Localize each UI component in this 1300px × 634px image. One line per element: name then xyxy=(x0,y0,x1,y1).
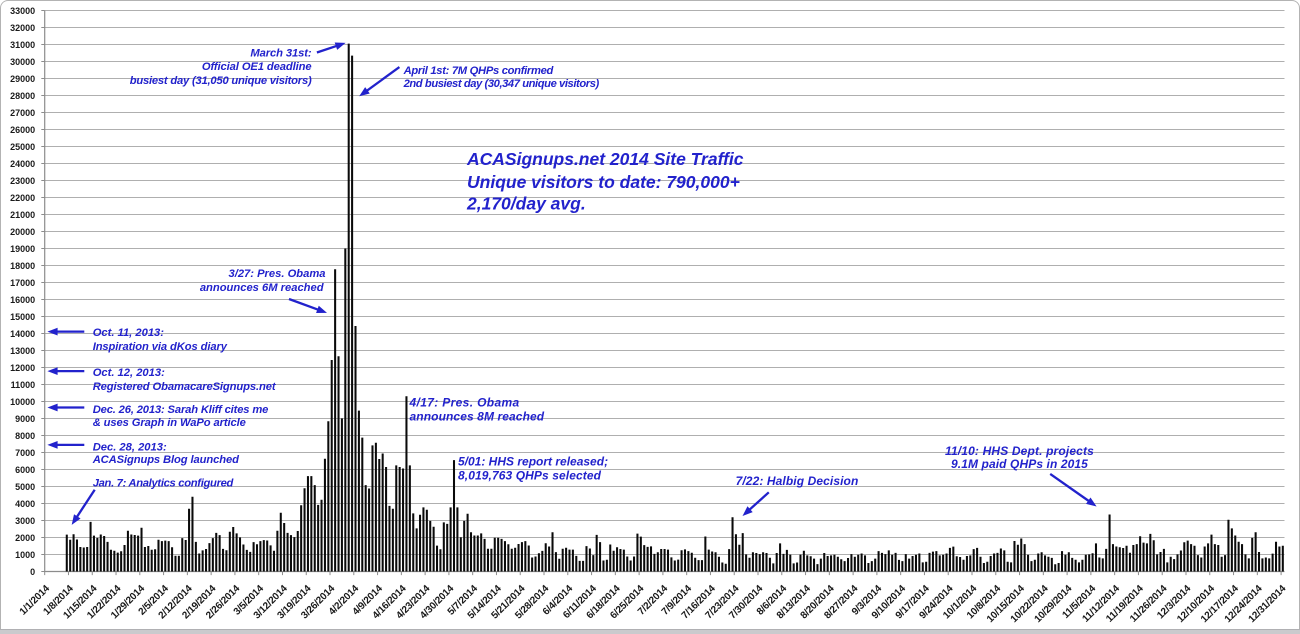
svg-text:announces 6M reached: announces 6M reached xyxy=(200,282,325,294)
svg-text:23000: 23000 xyxy=(10,176,35,186)
svg-text:26000: 26000 xyxy=(10,125,35,135)
svg-text:busiest day (31,050 unique vis: busiest day (31,050 unique visitors) xyxy=(130,75,312,87)
svg-text:Unique visitors to date: 790,0: Unique visitors to date: 790,000+ xyxy=(467,172,740,192)
svg-text:12000: 12000 xyxy=(10,363,35,373)
svg-text:29000: 29000 xyxy=(10,74,35,84)
svg-text:6000: 6000 xyxy=(15,465,35,475)
svg-text:4/17: Pres. Obama: 4/17: Pres. Obama xyxy=(409,396,520,410)
svg-text:Dec. 26, 2013: Sarah Kliff cit: Dec. 26, 2013: Sarah Kliff cites me xyxy=(93,404,269,416)
svg-text:March 31st:: March 31st: xyxy=(250,48,311,60)
svg-text:13000: 13000 xyxy=(10,346,35,356)
svg-text:& uses Graph in WaPo article: & uses Graph in WaPo article xyxy=(93,417,246,429)
svg-text:33000: 33000 xyxy=(10,6,35,16)
svg-text:2nd busiest day (30,347 unique: 2nd busiest day (30,347 unique visitors) xyxy=(403,78,600,90)
svg-text:19000: 19000 xyxy=(10,244,35,254)
svg-text:Inspiration via dKos diary: Inspiration via dKos diary xyxy=(93,341,228,353)
svg-text:0: 0 xyxy=(30,567,35,577)
svg-text:20000: 20000 xyxy=(10,227,35,237)
svg-text:14000: 14000 xyxy=(10,329,35,339)
svg-text:5/01: HHS report released;: 5/01: HHS report released; xyxy=(458,455,608,469)
svg-text:ACASignups.net 2014 Site Traff: ACASignups.net 2014 Site Traffic xyxy=(466,149,744,169)
svg-text:3/27: Pres. Obama: 3/27: Pres. Obama xyxy=(228,268,325,280)
svg-text:31000: 31000 xyxy=(10,40,35,50)
svg-text:10000: 10000 xyxy=(10,397,35,407)
svg-text:8000: 8000 xyxy=(15,431,35,441)
svg-text:4000: 4000 xyxy=(15,499,35,509)
svg-text:18000: 18000 xyxy=(10,261,35,271)
svg-text:32000: 32000 xyxy=(10,23,35,33)
svg-text:8,019,763 QHPs selected: 8,019,763 QHPs selected xyxy=(458,469,602,483)
svg-text:7000: 7000 xyxy=(15,448,35,458)
svg-text:9000: 9000 xyxy=(15,414,35,424)
svg-text:11000: 11000 xyxy=(11,380,36,390)
svg-text:Jan. 7: Analytics configured: Jan. 7: Analytics configured xyxy=(93,478,235,490)
svg-text:Registered ObamacareSignups.ne: Registered ObamacareSignups.net xyxy=(93,381,277,393)
svg-text:30000: 30000 xyxy=(10,57,35,67)
svg-text:22000: 22000 xyxy=(10,193,35,203)
svg-text:11/10: HHS Dept. projects: 11/10: HHS Dept. projects xyxy=(945,444,1094,458)
svg-text:Oct. 11, 2013:: Oct. 11, 2013: xyxy=(93,327,165,339)
svg-text:Official OE1 deadline: Official OE1 deadline xyxy=(202,61,312,73)
svg-text:2000: 2000 xyxy=(15,533,35,543)
svg-text:17000: 17000 xyxy=(10,278,35,288)
svg-text:15000: 15000 xyxy=(10,312,35,322)
svg-text:21000: 21000 xyxy=(10,210,35,220)
svg-text:announces 8M reached: announces 8M reached xyxy=(410,410,545,424)
svg-text:April 1st: 7M QHPs confirmed: April 1st: 7M QHPs confirmed xyxy=(403,65,555,77)
svg-text:25000: 25000 xyxy=(10,142,35,152)
svg-text:ACASignups Blog launched: ACASignups Blog launched xyxy=(92,454,240,466)
svg-text:2,170/day avg.: 2,170/day avg. xyxy=(466,194,586,214)
svg-text:28000: 28000 xyxy=(10,91,35,101)
svg-text:3000: 3000 xyxy=(15,516,35,526)
svg-text:9.1M paid QHPs in 2015: 9.1M paid QHPs in 2015 xyxy=(951,457,1088,471)
svg-text:5000: 5000 xyxy=(15,482,35,492)
svg-text:24000: 24000 xyxy=(10,159,35,169)
svg-text:1000: 1000 xyxy=(15,550,35,560)
svg-text:16000: 16000 xyxy=(10,295,35,305)
svg-text:Oct. 12, 2013:: Oct. 12, 2013: xyxy=(93,367,165,379)
svg-text:Dec. 28, 2013:: Dec. 28, 2013: xyxy=(93,441,167,453)
svg-text:27000: 27000 xyxy=(10,108,35,118)
svg-text:7/22: Halbig Decision: 7/22: Halbig Decision xyxy=(736,474,859,488)
